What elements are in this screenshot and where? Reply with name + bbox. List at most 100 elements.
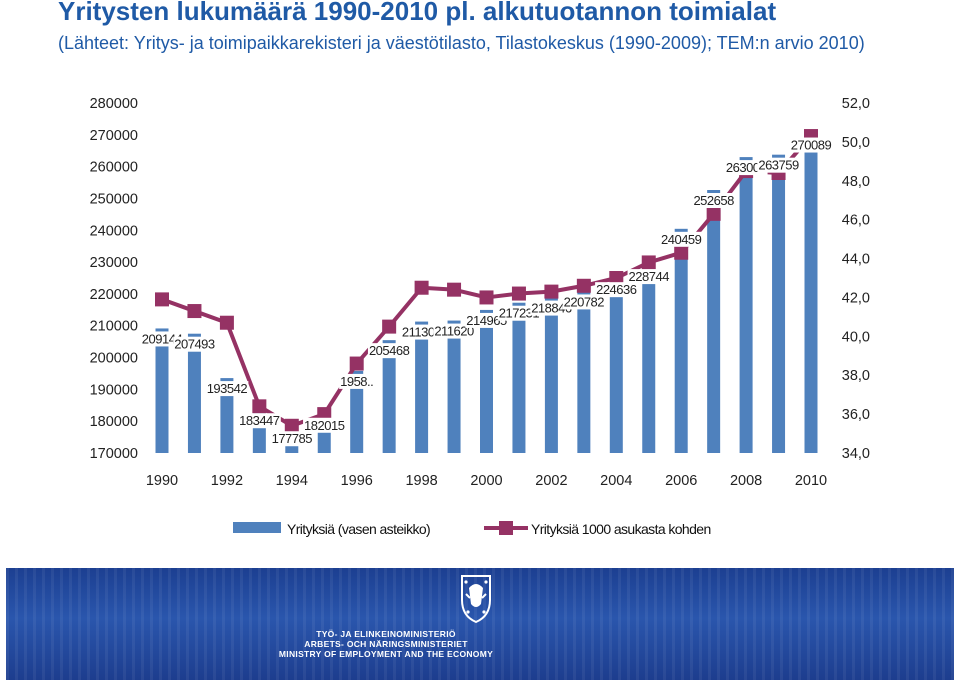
bar-data-label: 207493 <box>174 337 215 352</box>
legend: Yrityksiä (vasen asteikko) Yrityksiä 1000… <box>233 521 711 537</box>
bar <box>772 154 786 453</box>
right-y-tick-label: 46,0 <box>842 213 870 229</box>
x-tick-label: 2000 <box>470 473 502 489</box>
right-y-tick-label: 48,0 <box>842 174 870 190</box>
bar-data-label: 205468 <box>369 343 410 358</box>
right-y-tick-label: 44,0 <box>842 252 870 268</box>
bar <box>155 328 169 453</box>
coat-of-arms-icon <box>461 575 491 624</box>
left-y-tick-label: 220000 <box>90 287 138 303</box>
line-marker <box>414 280 429 295</box>
bar <box>415 321 429 453</box>
bar-data-label: 270089 <box>791 138 832 153</box>
right-y-tick-label: 42,0 <box>842 290 870 306</box>
line-marker <box>284 418 299 433</box>
x-tick-label: 2006 <box>665 473 697 489</box>
bar-data-label: 217231 <box>499 306 540 321</box>
line-marker <box>447 282 462 297</box>
bar <box>707 189 721 454</box>
left-y-tick-label: 230000 <box>90 255 138 271</box>
bar-data-label: 183447 <box>239 413 280 428</box>
bar <box>220 378 234 453</box>
bar-data-label-bg <box>205 381 249 397</box>
bar <box>674 228 688 453</box>
bar-data-label-bg <box>660 231 703 247</box>
bar-data-label-bg <box>339 373 375 389</box>
line-marker <box>674 245 689 260</box>
bar-data-label: 240459 <box>661 232 702 247</box>
right-y-tick-label: 52,0 <box>842 96 870 112</box>
bar <box>739 157 753 454</box>
line-marker <box>349 356 364 371</box>
ministry-banner: TYÖ- JA ELINKEINOMINISTERIÖ ARBETS- OCH … <box>6 568 954 680</box>
bar-data-label: 220782 <box>564 294 605 309</box>
combo-chart: 170000 180000 190000 200000 210000 220000 2300… <box>90 96 870 537</box>
line-marker <box>317 407 332 422</box>
bar <box>577 291 591 453</box>
bar <box>382 340 396 453</box>
right-y-tick-label: 36,0 <box>842 407 870 423</box>
bar-data-label: 209144 <box>142 331 183 346</box>
left-y-tick-label: 280000 <box>90 96 138 112</box>
left-y-tick-label: 250000 <box>90 191 138 207</box>
line-marker <box>252 399 267 414</box>
bar-data-label: 193542 <box>207 381 248 396</box>
line-marker <box>576 278 591 293</box>
bar-data-label: 228744 <box>629 269 670 284</box>
left-y-tick-label: 240000 <box>90 223 138 239</box>
bar <box>544 297 558 453</box>
right-y-axis: 34,0 36,0 38,0 40,0 42,0 44,0 46,0 48,0 50,0 52,0 <box>842 96 870 462</box>
bar-data-label: 218846 <box>531 301 572 316</box>
right-y-tick-label: 38,0 <box>842 368 870 384</box>
bar-data-label-bg <box>433 323 476 339</box>
x-axis: 1990 1992 1994 1996 1998 2000 2002 2004 2006 2008… <box>146 473 827 489</box>
bar-data-label-bg <box>303 417 346 433</box>
bar-data-label: 263001 <box>726 160 767 175</box>
line-marker <box>155 292 169 307</box>
line-marker <box>479 290 494 305</box>
right-y-tick-label: 50,0 <box>842 135 870 151</box>
bar-data-label-bg <box>367 343 411 359</box>
bar-data-label-bg <box>140 331 184 347</box>
x-tick-label: 1996 <box>341 473 373 489</box>
bar-data-label-bg <box>465 312 508 328</box>
line-marker <box>609 271 624 285</box>
line-marker <box>706 206 721 221</box>
bar-data-label-bg <box>400 324 443 340</box>
chart-title: Yritysten lukumäärä 1990-2010 pl. alkutu… <box>58 0 777 26</box>
line-marker <box>187 304 202 319</box>
bar-data-label: 1958.. <box>340 374 373 389</box>
chart-subtitle: (Lähteet: Yritys- ja toimipaikkarekister… <box>58 33 865 53</box>
right-y-tick-label: 34,0 <box>842 446 870 462</box>
bar-data-label: 224636 <box>596 282 637 297</box>
bar-series <box>155 134 818 454</box>
bar-data-label: 214965 <box>466 313 507 328</box>
bar-data-label-bg <box>724 160 768 176</box>
bar <box>480 309 493 453</box>
legend-line-label: Yrityksiä 1000 asukasta kohden <box>531 521 711 537</box>
bar-data-label: 211620 <box>434 324 474 339</box>
left-y-axis: 170000 180000 190000 200000 210000 220000 2300… <box>90 96 138 462</box>
bar-data-label: 177785 <box>272 431 313 446</box>
ministry-name-sv: ARBETS- OCH NÄRINGSMINISTERIET <box>304 639 468 649</box>
right-y-tick-label: 40,0 <box>842 329 870 345</box>
bar-data-label-bg <box>595 282 638 298</box>
bar-data-label-bg <box>173 336 216 352</box>
line-marker <box>511 286 526 301</box>
ministry-name: TYÖ- JA ELINKEINOMINISTERIÖ ARBETS- OCH … <box>6 629 766 659</box>
left-y-tick-label: 210000 <box>90 319 138 335</box>
bar <box>642 266 656 453</box>
bar-data-label-bg <box>497 305 541 321</box>
left-y-tick-label: 270000 <box>90 128 138 144</box>
bar <box>512 302 526 453</box>
bar <box>187 333 201 453</box>
left-y-tick-label: 260000 <box>90 160 138 176</box>
x-tick-label: 2002 <box>535 473 567 489</box>
x-tick-label: 2008 <box>730 473 762 489</box>
line-marker <box>382 319 397 334</box>
ministry-name-fi: TYÖ- JA ELINKEINOMINISTERIÖ <box>316 629 456 639</box>
line-marker <box>544 284 559 299</box>
bar <box>350 370 364 453</box>
x-tick-label: 1994 <box>276 473 308 489</box>
